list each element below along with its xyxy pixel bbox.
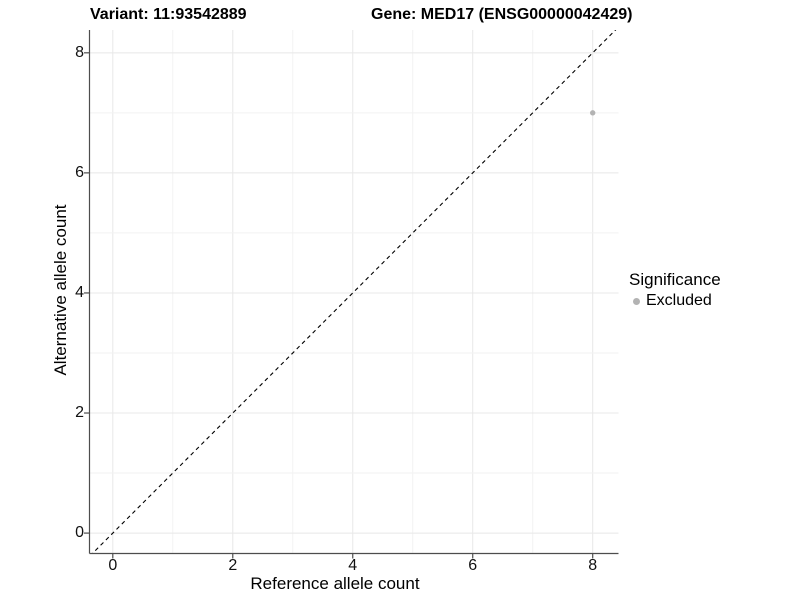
x-tick-label: 8 [588,557,598,574]
legend: Significance Excluded [629,270,721,310]
variant-title: Variant: 11:93542889 [90,6,247,23]
x-tick-label: 6 [468,557,478,574]
x-axis-title: Reference allele count [250,574,420,593]
identity-line [91,30,617,554]
legend-item-label: Excluded [646,292,712,309]
y-tick-label: 8 [75,43,84,61]
legend-point-icon [633,297,640,305]
x-tick-label: 4 [348,557,358,574]
legend-title: Significance [629,270,721,289]
gene-title: Gene: MED17 (ENSG00000042429) [371,6,633,23]
data-point [590,110,596,116]
x-tick-label: 2 [228,557,238,574]
y-tick-label: 4 [75,283,84,301]
x-tick-label: 0 [108,557,118,574]
legend-item-excluded: Excluded [629,292,721,310]
y-tick-label: 6 [75,163,84,181]
y-tick-label: 0 [75,524,84,542]
y-tick-label: 2 [75,404,84,422]
